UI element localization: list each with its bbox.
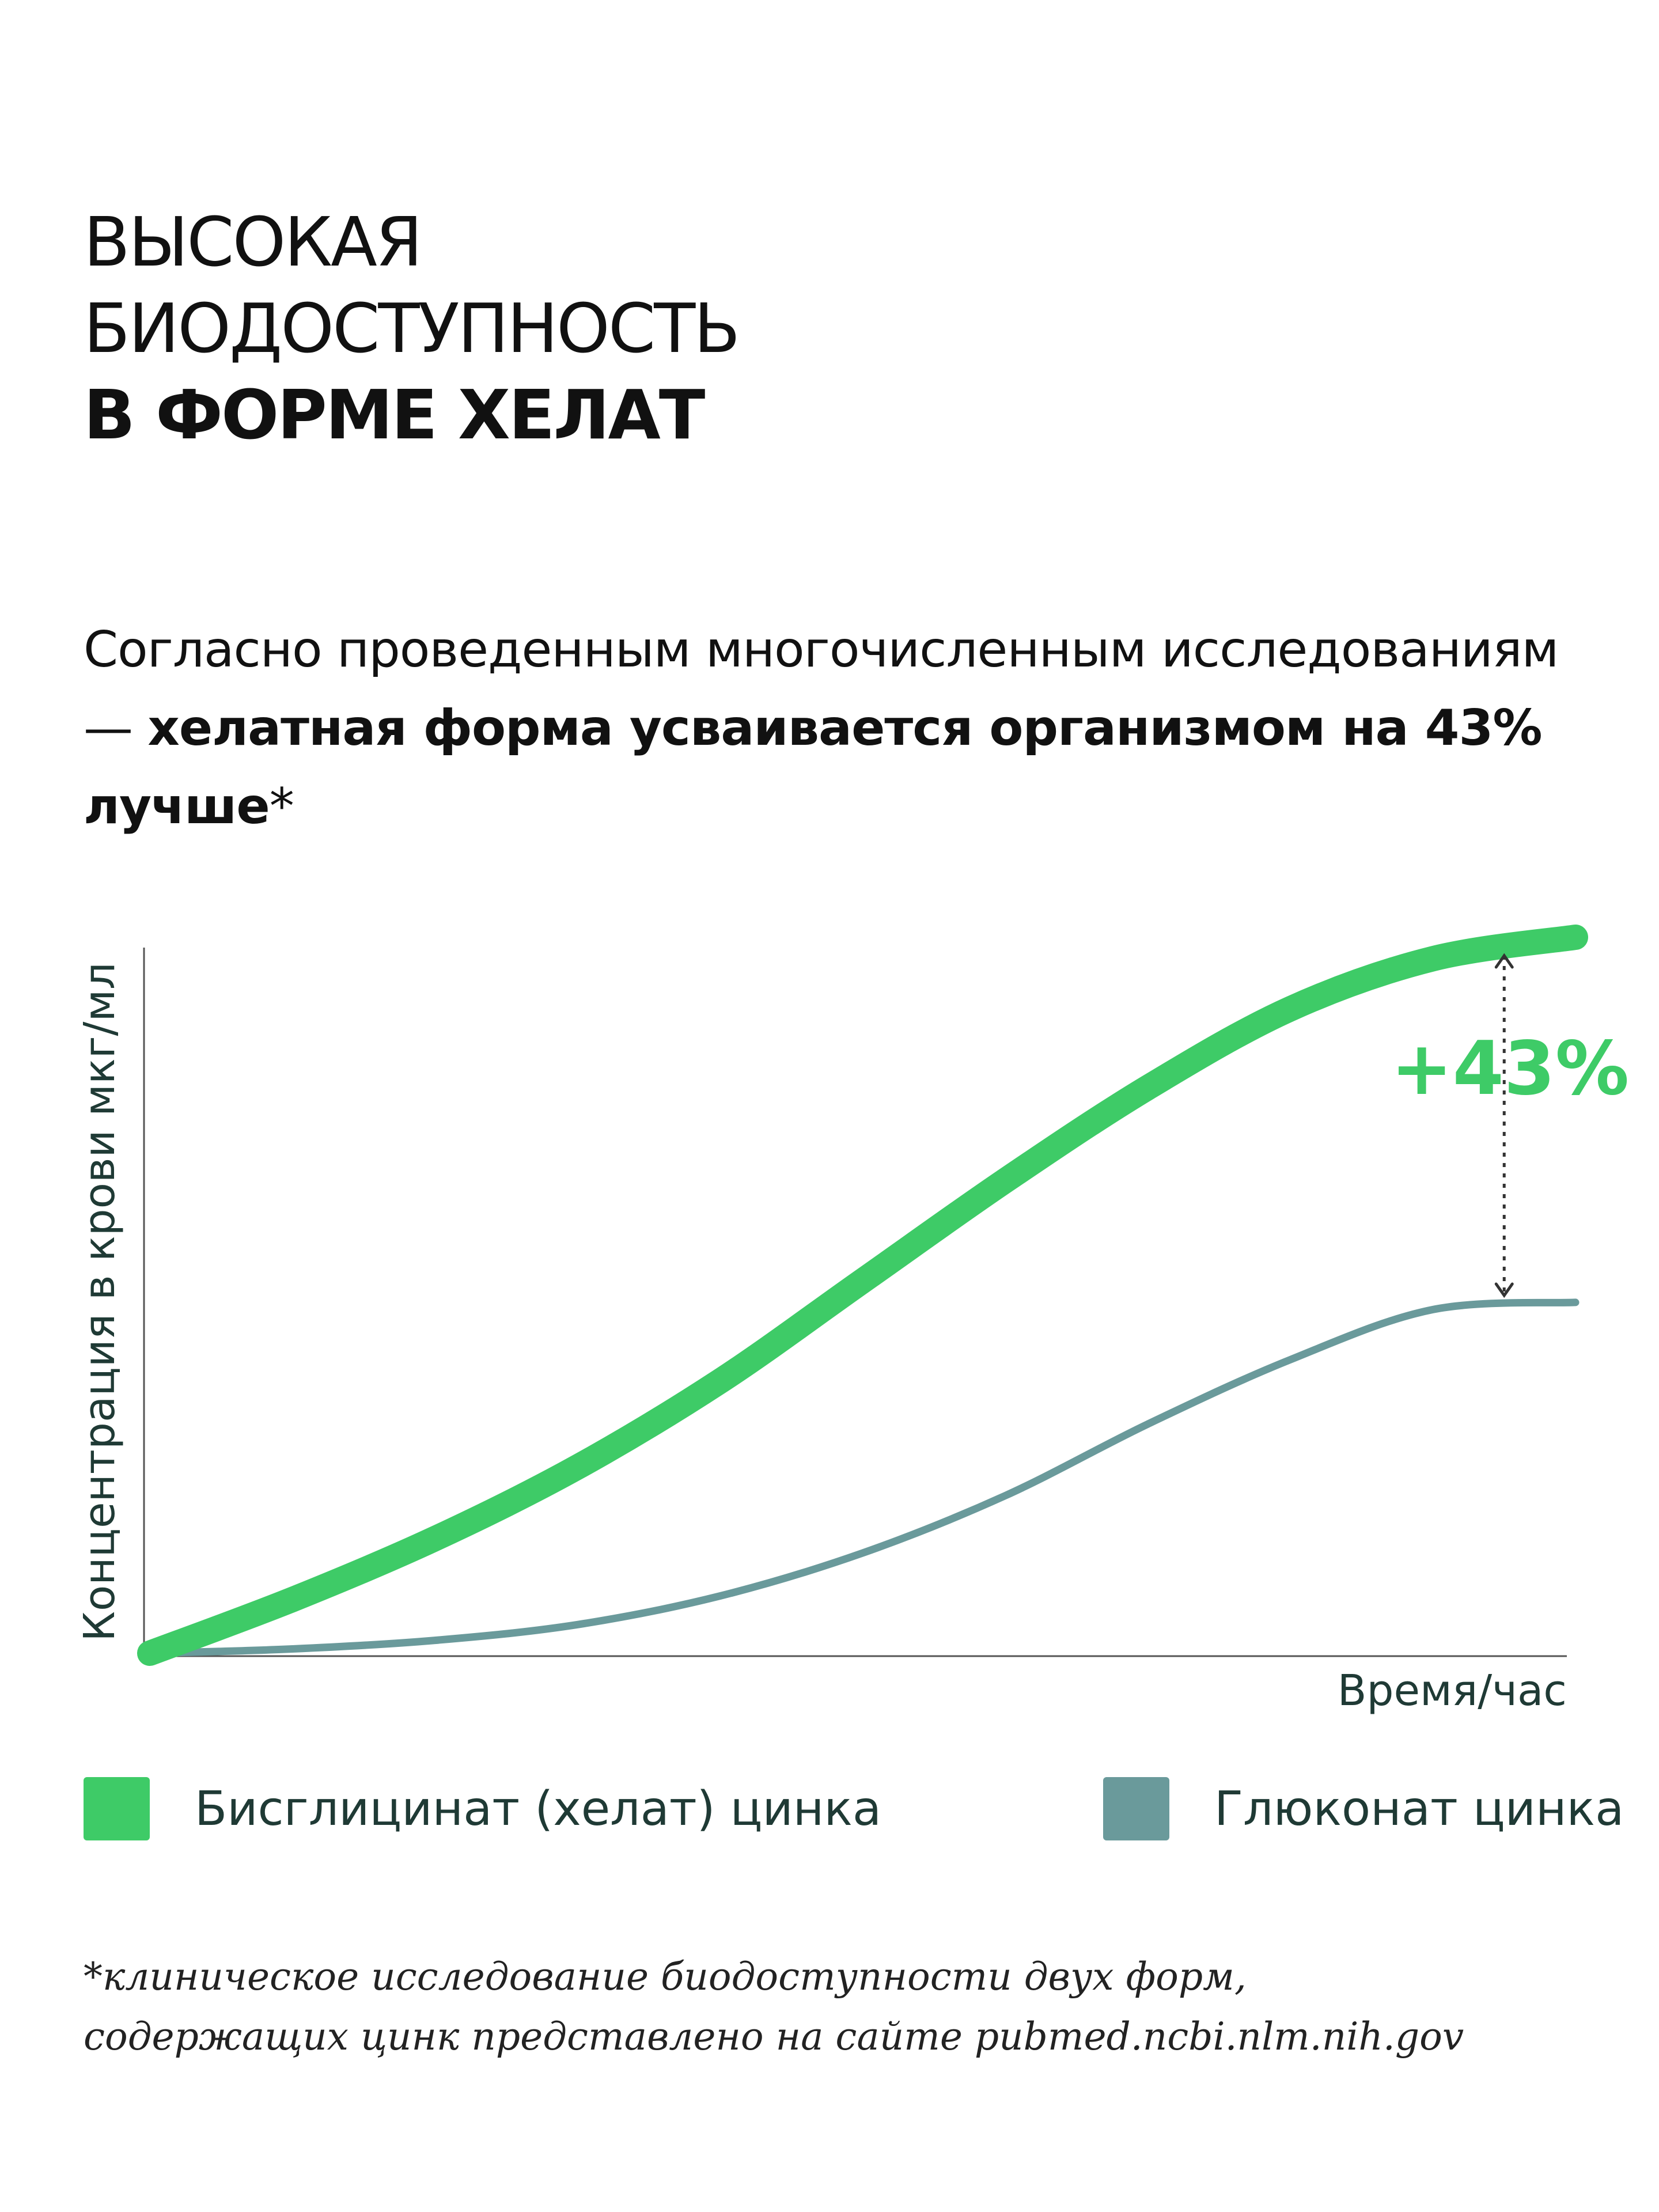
series-line-gluconate [146, 1298, 1580, 1657]
title-line-2: БИОДОСТУПНОСТЬ [84, 289, 740, 368]
arrow-head-up-icon [1494, 953, 1514, 969]
legend-swatch-gluconate [1103, 1777, 1169, 1840]
lead-regular-text: Согласно проведенным многочисленным иссл… [84, 621, 1559, 757]
x-axis-label: Время/час [1338, 1666, 1567, 1715]
y-axis-label: Концентрация в крови мкг/мл [75, 962, 124, 1641]
legend-label-gluconate: Глюконат цинка [1214, 1781, 1624, 1836]
difference-label: +43% [1391, 1026, 1629, 1112]
title-line-3: В ФОРМЕ ХЕЛАТ [84, 375, 705, 454]
concentration-chart: +43% Концентрация в крови мкг/мл Время/ч… [75, 925, 1631, 1715]
series-line-chelate [137, 925, 1588, 1666]
lead-bold-text: хелатная форма усваивается организмом на… [84, 699, 1542, 835]
title-line-1: ВЫСОКАЯ [84, 202, 423, 282]
lead-asterisk: * [269, 778, 294, 835]
annotation-layer: +43% [1389, 953, 1631, 1298]
page-title: ВЫСОКАЯ БИОДОСТУПНОСТЬ В ФОРМЕ ХЕЛАТ [84, 199, 740, 458]
legend-item-gluconate: Глюконат цинка [1103, 1777, 1624, 1840]
arrow-head-down-icon [1494, 1282, 1514, 1298]
legend-label-chelate: Бисглицинат (хелат) цинка [195, 1781, 882, 1836]
lead-paragraph: Согласно проведенным многочисленным иссл… [84, 611, 1610, 846]
footnote-line-1: *клиническое исследование биодоступности… [84, 1955, 1247, 1999]
legend-swatch-chelate [84, 1777, 150, 1840]
series-layer [137, 925, 1588, 1666]
legend-item-chelate: Бисглицинат (хелат) цинка [84, 1777, 881, 1840]
footnote-line-2: содержащих цинк представлено на сайте pu… [84, 2014, 1464, 2059]
footnote: *клиническое исследование биодоступности… [84, 1947, 1464, 2067]
